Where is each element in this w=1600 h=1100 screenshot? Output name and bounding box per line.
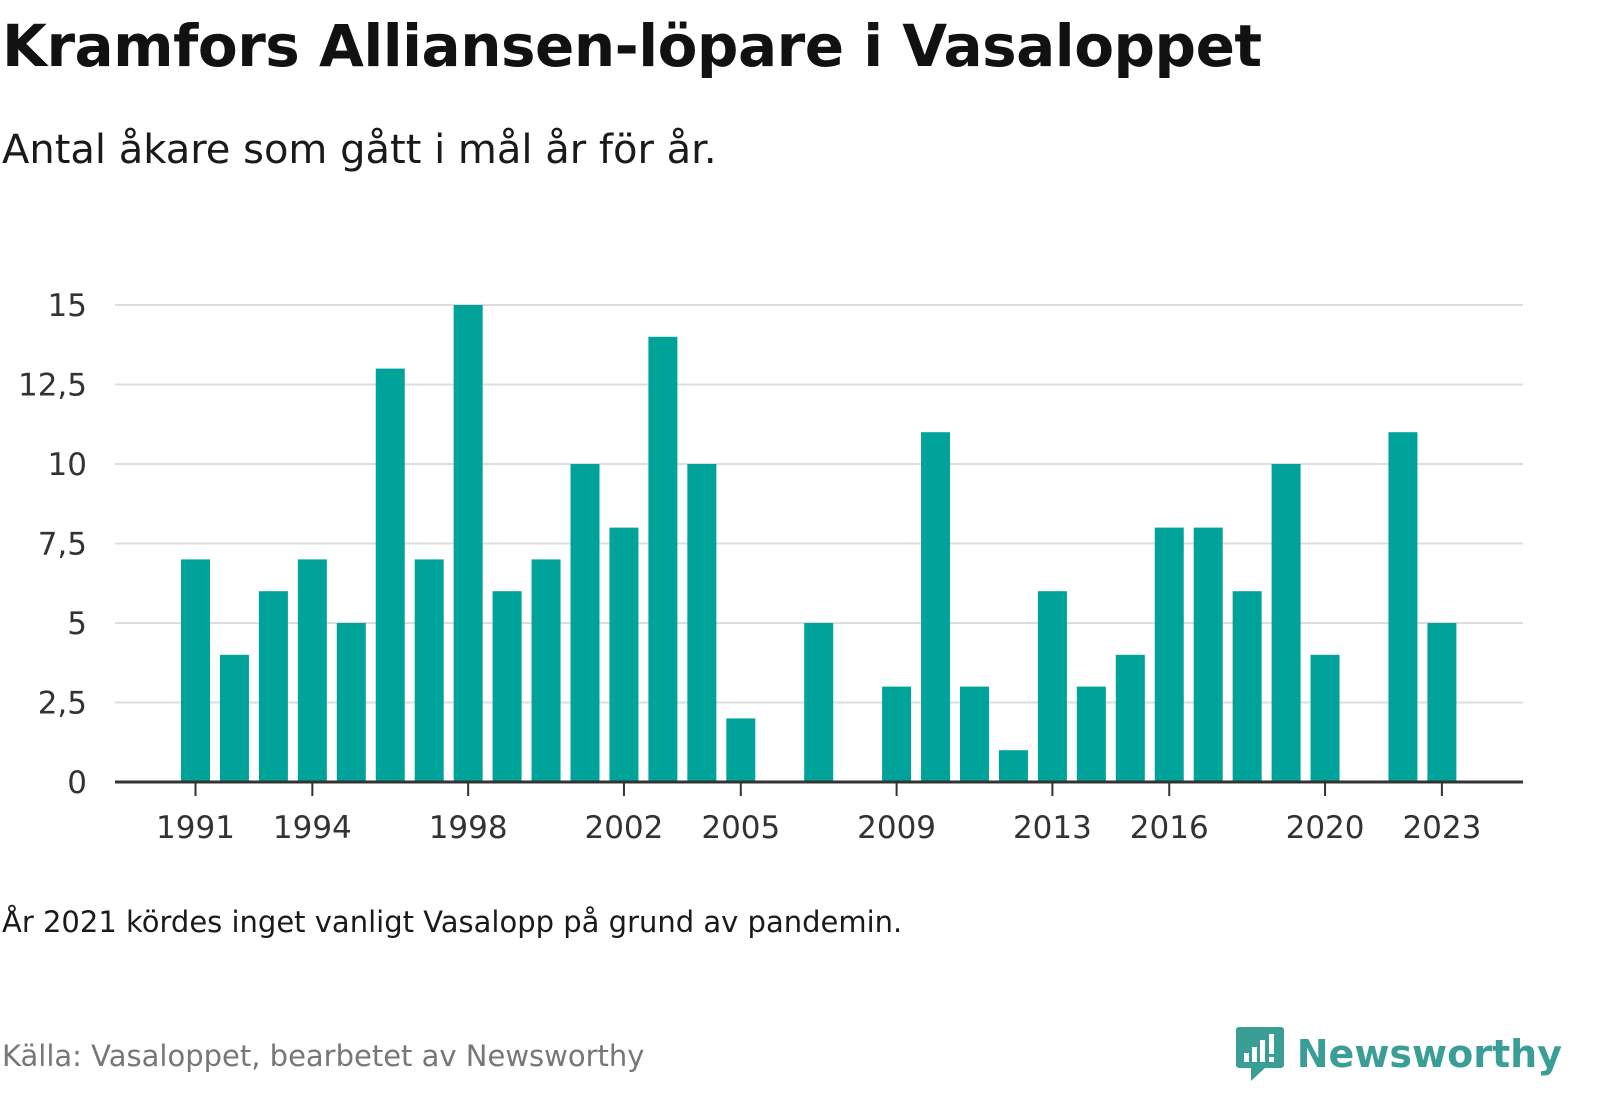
bar-2023 bbox=[1427, 623, 1457, 782]
chart-note: År 2021 kördes inget vanligt Vasalopp på… bbox=[2, 905, 903, 939]
x-tick-label: 2005 bbox=[701, 810, 780, 846]
y-tick-label: 12,5 bbox=[18, 368, 87, 404]
y-tick-label: 15 bbox=[48, 288, 87, 324]
bar-2018 bbox=[1232, 591, 1262, 782]
bar-2020 bbox=[1310, 654, 1340, 782]
bar-2011 bbox=[960, 686, 989, 782]
bar-2004 bbox=[687, 464, 717, 782]
bar-2015 bbox=[1115, 654, 1145, 782]
bar-chart: 0 2,5 5 7,5 10 12,5 15 1991 1994 1998 2002 2005 2009… bbox=[18, 288, 1523, 846]
bar-2022 bbox=[1388, 432, 1418, 782]
bar-1994 bbox=[297, 559, 327, 782]
source-credit: Källa: Vasaloppet, bearbetet av Newswort… bbox=[2, 1039, 645, 1073]
bar-1999 bbox=[492, 591, 522, 782]
newsworthy-logo: Newsworthy bbox=[1235, 1022, 1562, 1086]
bar-1997 bbox=[414, 559, 444, 782]
bar-1998 bbox=[453, 305, 483, 782]
bar-2007 bbox=[804, 623, 834, 782]
bar-1993 bbox=[258, 591, 288, 782]
x-tick-label: 2020 bbox=[1286, 810, 1365, 846]
bar-2001 bbox=[570, 464, 600, 782]
bar-chart-bubble-icon bbox=[1235, 1027, 1284, 1081]
x-tick-label: 2016 bbox=[1130, 810, 1209, 846]
y-tick-label: 5 bbox=[67, 606, 87, 642]
chart-subtitle: Antal åkare som gått i mål år för år. bbox=[2, 127, 717, 173]
y-tick-label: 2,5 bbox=[38, 686, 87, 722]
bar-2014 bbox=[1076, 686, 1106, 782]
bar-2000 bbox=[531, 559, 561, 782]
y-tick-label: 10 bbox=[48, 447, 87, 483]
x-tick-label: 1994 bbox=[273, 810, 352, 846]
bar-2019 bbox=[1271, 464, 1301, 782]
bar-1995 bbox=[336, 623, 366, 782]
x-tick-label: 2013 bbox=[1013, 810, 1092, 846]
x-tick-label: 2002 bbox=[584, 810, 663, 846]
bar-1996 bbox=[375, 368, 405, 782]
bar-2013 bbox=[1037, 591, 1067, 782]
x-tick-label: 1998 bbox=[429, 810, 508, 846]
brand-name: Newsworthy bbox=[1296, 1032, 1562, 1076]
bar-1991 bbox=[181, 559, 210, 782]
bar-2005 bbox=[726, 718, 756, 782]
bar-2009 bbox=[882, 686, 912, 782]
bar-2017 bbox=[1193, 527, 1223, 782]
bar-1992 bbox=[219, 654, 249, 782]
bar-2016 bbox=[1154, 527, 1184, 782]
x-tick-label: 1991 bbox=[156, 810, 235, 846]
y-tick-label: 0 bbox=[67, 765, 87, 801]
bar-2002 bbox=[609, 527, 639, 782]
bar-2010 bbox=[921, 432, 951, 782]
x-tick-label: 2023 bbox=[1402, 810, 1481, 846]
chart-title: Kramfors Alliansen-löpare i Vasaloppet bbox=[2, 12, 1262, 80]
bar-2012 bbox=[998, 750, 1028, 782]
bar-2003 bbox=[648, 336, 678, 782]
x-tick-label: 2009 bbox=[857, 810, 936, 846]
y-tick-label: 7,5 bbox=[38, 527, 87, 563]
